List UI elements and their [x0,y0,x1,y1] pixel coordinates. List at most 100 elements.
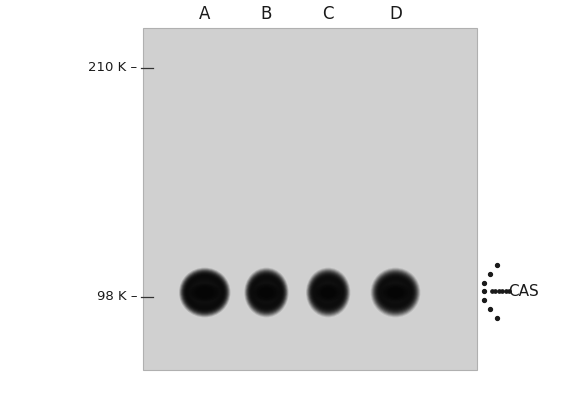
Ellipse shape [246,270,287,315]
Ellipse shape [252,278,280,307]
Ellipse shape [316,280,341,304]
Ellipse shape [190,283,219,302]
Ellipse shape [309,271,348,314]
Text: B: B [261,5,272,23]
Text: A: A [199,5,210,23]
Text: C: C [323,5,334,23]
Ellipse shape [187,277,222,308]
Ellipse shape [203,291,206,294]
Ellipse shape [324,289,333,296]
Ellipse shape [377,275,414,310]
Ellipse shape [384,283,407,301]
Ellipse shape [325,290,332,295]
Ellipse shape [381,280,410,304]
Ellipse shape [385,286,406,299]
Ellipse shape [251,277,282,308]
Ellipse shape [315,279,342,306]
Ellipse shape [380,278,411,307]
Ellipse shape [379,277,412,308]
Ellipse shape [315,283,341,302]
Ellipse shape [191,281,218,303]
Ellipse shape [381,283,410,302]
Ellipse shape [192,285,218,300]
Ellipse shape [322,288,334,297]
Ellipse shape [196,286,214,298]
Ellipse shape [199,289,210,296]
Ellipse shape [383,285,408,300]
Ellipse shape [256,283,277,301]
Ellipse shape [201,290,209,295]
Ellipse shape [249,274,284,311]
Ellipse shape [310,273,346,312]
Bar [143,28,477,370]
Ellipse shape [183,273,226,312]
Ellipse shape [197,288,212,297]
Ellipse shape [373,271,418,314]
Ellipse shape [312,276,344,309]
Ellipse shape [192,282,218,302]
Text: 210 K –: 210 K – [88,61,137,74]
Ellipse shape [186,276,223,309]
Ellipse shape [259,286,274,298]
Ellipse shape [247,271,286,314]
Ellipse shape [258,285,275,299]
Ellipse shape [319,286,338,299]
Ellipse shape [180,269,229,316]
Ellipse shape [387,287,404,298]
Text: CAS: CAS [508,284,539,299]
Ellipse shape [245,269,288,316]
Ellipse shape [373,270,419,315]
Ellipse shape [313,277,343,308]
Ellipse shape [193,283,217,301]
Ellipse shape [263,290,270,295]
Ellipse shape [386,285,405,299]
Ellipse shape [257,284,276,300]
Ellipse shape [255,281,278,303]
Ellipse shape [387,286,404,298]
Ellipse shape [390,289,401,296]
Ellipse shape [186,275,224,310]
Ellipse shape [255,285,278,300]
Ellipse shape [254,283,279,302]
Ellipse shape [260,288,273,297]
Ellipse shape [394,291,397,294]
Ellipse shape [320,286,336,298]
Ellipse shape [314,278,342,307]
Ellipse shape [378,276,413,309]
Ellipse shape [375,273,416,312]
Ellipse shape [265,291,268,294]
Ellipse shape [188,278,221,307]
Ellipse shape [250,275,283,310]
Ellipse shape [318,282,339,302]
Ellipse shape [247,272,286,313]
Ellipse shape [262,289,271,296]
Ellipse shape [383,281,408,303]
Ellipse shape [185,274,225,311]
Ellipse shape [179,268,231,317]
Ellipse shape [388,288,403,297]
Ellipse shape [316,281,340,303]
Ellipse shape [383,282,408,302]
Ellipse shape [249,273,284,312]
Ellipse shape [251,276,282,309]
Ellipse shape [190,280,219,304]
Ellipse shape [371,268,420,317]
Ellipse shape [374,272,417,313]
Ellipse shape [327,291,330,294]
Ellipse shape [253,279,280,306]
Ellipse shape [309,272,347,313]
Ellipse shape [311,274,346,311]
Ellipse shape [320,285,337,299]
Ellipse shape [182,271,228,314]
Ellipse shape [244,268,289,317]
Ellipse shape [194,284,215,300]
Ellipse shape [183,272,227,313]
Ellipse shape [196,287,214,298]
Ellipse shape [257,286,276,299]
Ellipse shape [380,279,411,306]
Ellipse shape [259,287,274,298]
Ellipse shape [254,280,279,304]
Ellipse shape [256,282,277,302]
Ellipse shape [307,269,350,316]
Ellipse shape [189,279,220,306]
